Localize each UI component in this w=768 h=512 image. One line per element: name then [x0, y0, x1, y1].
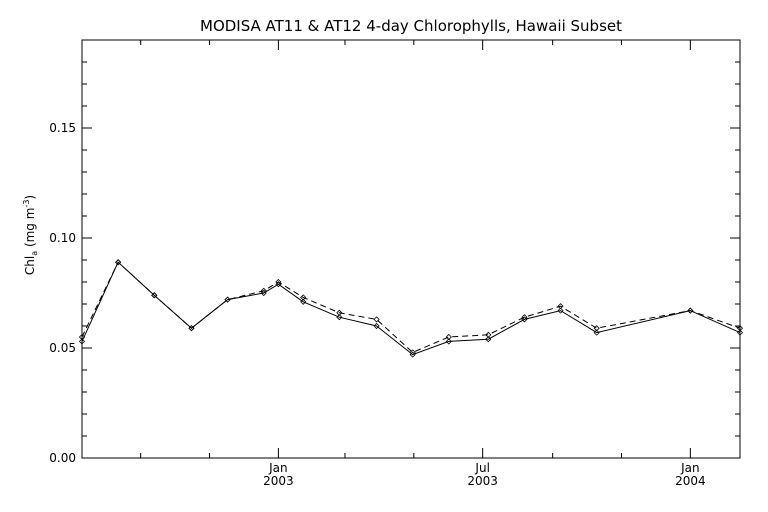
data-point-marker — [300, 298, 307, 305]
data-point-marker — [485, 336, 492, 343]
x-tick-label-year: 2003 — [263, 474, 294, 488]
data-point-marker — [593, 325, 600, 332]
x-tick-label-month: Jan — [680, 461, 700, 475]
chart-title: MODISA AT11 & AT12 4-day Chlorophylls, H… — [200, 17, 622, 35]
data-point-marker — [736, 325, 744, 332]
data-point-marker — [224, 296, 231, 303]
y-axis-label-main: Chl — [23, 256, 37, 275]
data-point-marker — [336, 309, 343, 316]
data-point-marker — [336, 314, 343, 321]
y-axis-label: Chla (mg m-3) — [22, 195, 39, 275]
y-tick-label: 0.05 — [49, 341, 76, 355]
y-axis-label-units: (mg m — [23, 208, 37, 251]
data-point-marker — [260, 287, 267, 294]
plot-frame — [81, 39, 741, 459]
data-point-marker — [275, 278, 282, 286]
data-point-marker — [557, 303, 564, 310]
y-tick-label: 0.00 — [49, 451, 76, 465]
series-layer — [78, 259, 744, 358]
series-line-1 — [81, 261, 741, 356]
svg-text:Chla (mg m-3): Chla (mg m-3) — [22, 195, 39, 275]
x-tick-label-month: Jan — [268, 461, 288, 475]
data-point-marker — [78, 333, 86, 341]
y-axis-label-subscript: a — [30, 251, 39, 256]
y-axis-label-units-close: ) — [23, 195, 37, 200]
data-point-marker — [373, 322, 380, 330]
x-tick-label-month: Jul — [474, 461, 489, 475]
data-point-marker — [300, 294, 307, 301]
y-tick-label: 0.10 — [49, 231, 76, 245]
data-point-marker — [485, 331, 492, 338]
y-axis-label-exponent: -3 — [22, 200, 31, 208]
data-point-marker — [593, 329, 600, 336]
data-point-marker — [557, 307, 564, 314]
data-point-marker — [736, 329, 744, 336]
data-point-marker — [115, 259, 122, 266]
x-tick-label-year: 2004 — [675, 474, 706, 488]
data-point-marker — [151, 292, 158, 299]
data-point-marker — [521, 314, 528, 321]
data-point-marker — [445, 333, 452, 341]
series-line-2 — [81, 261, 741, 353]
x-tick-label-year: 2003 — [467, 474, 498, 488]
data-point-marker — [687, 307, 694, 314]
data-point-marker — [445, 338, 452, 345]
data-point-marker — [78, 338, 86, 345]
y-tick-label: 0.15 — [49, 121, 76, 135]
data-point-marker — [409, 349, 416, 356]
data-point-marker — [188, 325, 195, 332]
data-point-marker — [373, 316, 380, 323]
